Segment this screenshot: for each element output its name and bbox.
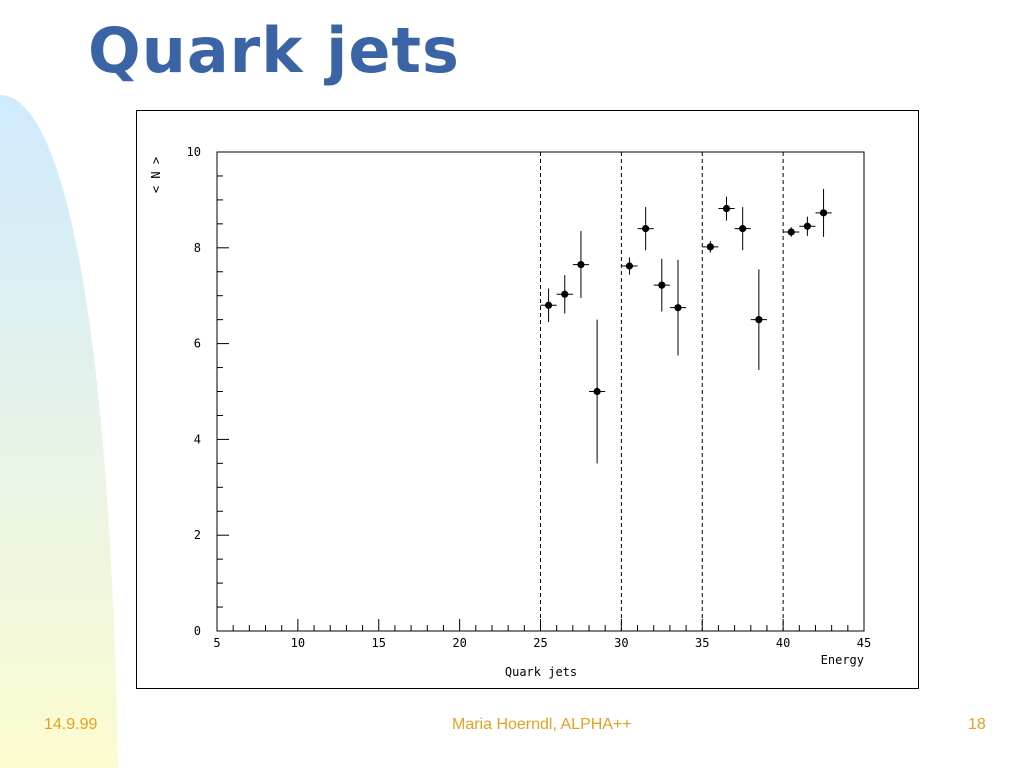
footer-page-number: 18 [968,716,986,733]
data-marker [642,225,650,233]
data-point [799,216,816,236]
data-point [718,196,735,221]
x-axis-label: Energy [821,653,864,667]
y-tick-label: 4 [194,432,201,446]
data-point [572,231,590,299]
y-tick-label: 6 [194,337,201,351]
data-point [750,269,767,370]
footer-author: Maria Hoerndl, ALPHA++ [452,716,632,733]
x-tick-label: 20 [452,636,466,650]
data-point [621,257,638,275]
data-marker [577,260,585,269]
data-marker [803,222,811,230]
data-marker [561,290,569,298]
data-point [669,259,687,356]
x-tick-label: 35 [695,636,709,650]
y-tick-label: 2 [194,528,201,542]
data-marker [544,301,553,309]
data-marker [674,304,682,312]
data-marker [625,262,634,270]
data-point [540,288,557,323]
y-tick-label: 0 [194,624,201,638]
footer-date: 14.9.99 [44,716,98,733]
data-marker [787,228,795,236]
data-marker [658,281,666,289]
data-marker [706,243,714,251]
x-tick-label: 15 [372,636,386,650]
data-point [589,319,606,464]
data-marker [819,209,828,217]
x-axis-title: Quark jets [505,665,577,679]
data-point [637,207,654,251]
data-point [734,207,751,251]
y-tick-label: 10 [187,145,201,159]
data-point [783,227,800,237]
plot-frame [136,110,919,689]
x-tick-label: 10 [291,636,305,650]
y-tick-label: 8 [194,241,201,255]
x-tick-label: 25 [533,636,547,650]
x-tick-label: 30 [614,636,628,650]
data-marker [739,225,747,233]
data-point [556,275,573,314]
data-marker [722,204,731,213]
data-marker [593,387,601,396]
data-point [653,258,670,312]
slide-title: Quark jets [88,14,460,87]
data-point [702,241,719,253]
y-axis-label: < N > [149,157,163,193]
data-marker [755,316,763,324]
x-tick-label: 5 [213,636,220,650]
data-point [815,188,832,237]
x-tick-label: 40 [776,636,790,650]
x-tick-label: 45 [857,636,871,650]
